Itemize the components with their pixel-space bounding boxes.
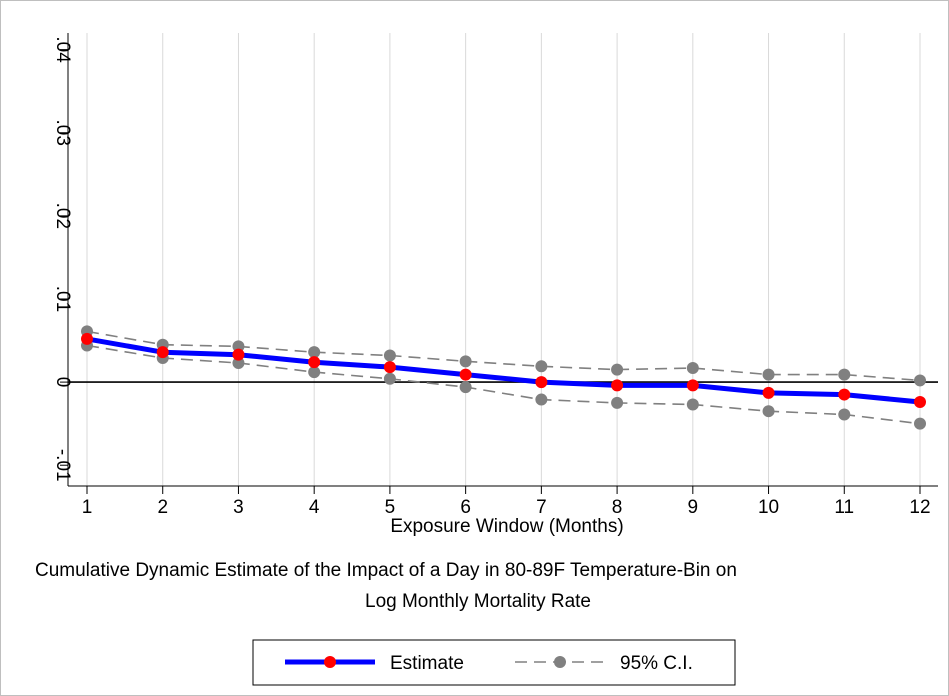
point-ci_upper-6 <box>459 355 472 368</box>
point-estimate-10 <box>762 386 775 399</box>
point-ci_upper-9 <box>686 361 699 374</box>
x-tick-label-10: 10 <box>758 497 779 518</box>
chart-note-line-1: Cumulative Dynamic Estimate of the Impac… <box>35 560 737 581</box>
point-estimate-12 <box>914 396 926 409</box>
point-ci_upper-12 <box>914 374 926 387</box>
point-ci_lower-9 <box>686 398 699 411</box>
point-estimate-6 <box>459 368 472 381</box>
x-tick-label-4: 4 <box>309 497 320 518</box>
x-tick-label-7: 7 <box>536 497 547 518</box>
point-ci_upper-8 <box>611 363 624 376</box>
y-tick-label-4: .03 <box>52 120 73 146</box>
x-tick-label-6: 6 <box>460 497 471 518</box>
x-tick-label-2: 2 <box>157 497 168 518</box>
point-estimate-7 <box>535 376 548 389</box>
x-tick-label-11: 11 <box>834 497 854 518</box>
series-line-ci_lower <box>86 344 921 425</box>
point-ci_upper-10 <box>762 368 775 381</box>
point-ci_lower-8 <box>611 396 624 409</box>
x-tick-label-8: 8 <box>612 497 623 518</box>
point-ci_upper-4 <box>308 346 321 359</box>
point-ci_upper-5 <box>383 349 396 362</box>
x-tick-label-5: 5 <box>385 497 396 518</box>
point-estimate-2 <box>156 346 169 359</box>
point-estimate-5 <box>383 361 396 374</box>
point-ci_lower-11 <box>838 408 851 421</box>
legend: Estimate 95% C.I. <box>252 639 736 686</box>
x-axis-ticks: 1 2 3 4 5 6 7 8 9 10 11 12 <box>82 486 931 518</box>
point-estimate-1 <box>81 332 93 345</box>
gridlines <box>86 33 921 486</box>
point-ci_lower-7 <box>535 393 548 406</box>
legend-ci-marker <box>554 656 566 668</box>
x-tick-label-12: 12 <box>909 497 930 518</box>
point-ci_lower-6 <box>459 381 472 394</box>
x-tick-label-1: 1 <box>82 497 93 518</box>
point-ci_upper-11 <box>838 368 851 381</box>
point-ci_lower-4 <box>308 366 321 379</box>
legend-estimate-label: Estimate <box>390 653 464 674</box>
y-axis-ticks: -.01 0 .01 .02 .03 .04 <box>52 36 73 481</box>
y-tick-label-3: .02 <box>52 203 73 229</box>
chart-note-line-2: Log Monthly Mortality Rate <box>365 591 591 612</box>
point-ci_lower-12 <box>914 417 926 430</box>
x-tick-label-9: 9 <box>688 497 699 518</box>
point-ci_upper-3 <box>232 340 245 353</box>
point-estimate-8 <box>611 379 624 392</box>
series-line-ci_upper <box>86 330 921 382</box>
series-line-estimate <box>86 336 921 405</box>
x-tick-label-3: 3 <box>233 497 244 518</box>
point-ci_lower-5 <box>383 372 396 385</box>
series-layer <box>81 325 926 430</box>
x-axis-title: Exposure Window (Months) <box>390 516 623 537</box>
y-tick-label-0: -.01 <box>52 449 73 482</box>
legend-ci-label: 95% C.I. <box>620 653 693 674</box>
point-ci_lower-10 <box>762 405 775 418</box>
y-tick-label-5: .04 <box>52 36 73 63</box>
point-estimate-11 <box>838 388 851 401</box>
y-tick-label-2: .01 <box>52 286 73 312</box>
y-tick-label-1: 0 <box>52 377 73 388</box>
point-ci_lower-3 <box>232 356 245 369</box>
point-estimate-3 <box>232 348 245 361</box>
legend-estimate-marker <box>324 656 336 668</box>
point-estimate-4 <box>308 356 321 369</box>
point-ci_upper-7 <box>535 360 548 373</box>
point-estimate-9 <box>686 379 699 392</box>
